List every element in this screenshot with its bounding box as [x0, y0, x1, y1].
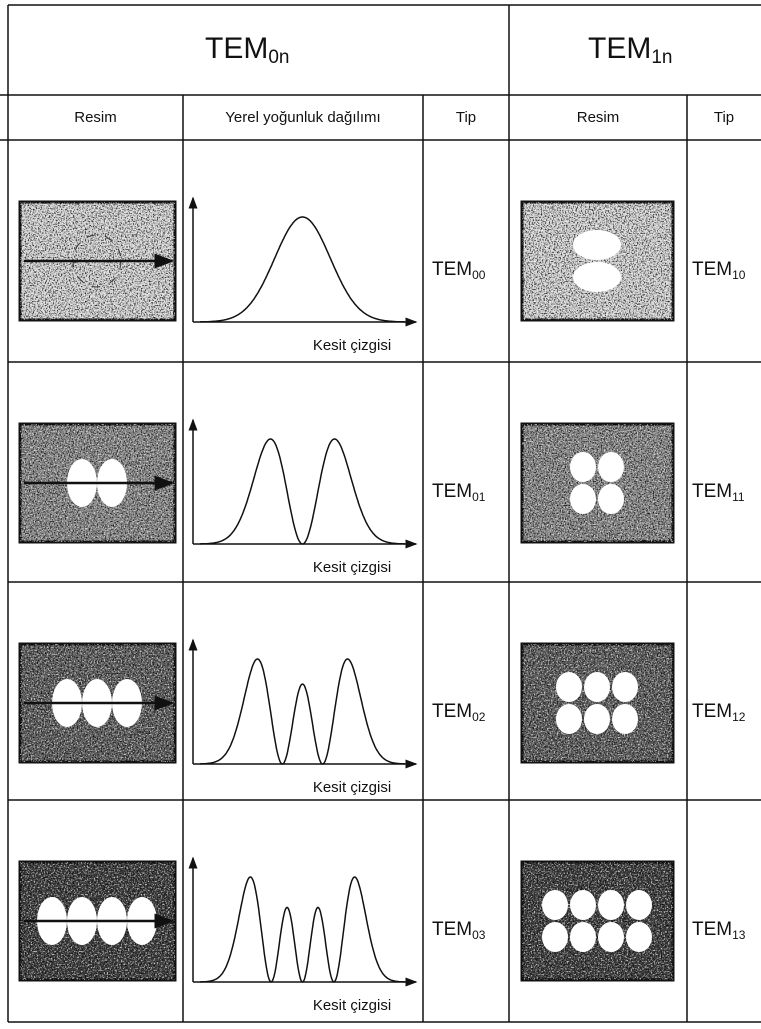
- lobe: [573, 262, 621, 292]
- mode-type-sub: 02: [472, 710, 486, 724]
- lobe: [570, 484, 596, 514]
- mode-type-base: TEM: [432, 701, 472, 722]
- axis-label: Kesit çizgisi: [313, 337, 391, 354]
- mode-type-base: TEM: [692, 259, 732, 280]
- lobe: [570, 452, 596, 482]
- speckle: [522, 644, 673, 762]
- lobe: [584, 704, 610, 734]
- mode-type-base: TEM: [432, 481, 472, 502]
- axis-label: Kesit çizgisi: [313, 779, 391, 796]
- lobe: [570, 922, 596, 952]
- lobe: [573, 230, 621, 260]
- column-header: Yerel yoğunluk dağılımı: [225, 109, 380, 126]
- lobe: [570, 890, 596, 920]
- column-header: Resim: [577, 109, 620, 126]
- intensity-curve: [200, 658, 405, 765]
- lobe: [584, 672, 610, 702]
- column-header: Tip: [456, 109, 476, 126]
- lobe: [598, 452, 624, 482]
- mode-type-sub: 00: [472, 268, 486, 282]
- column-header: Tip: [714, 109, 734, 126]
- group-title-base: TEM: [588, 32, 651, 65]
- mode-type-sub: 10: [732, 268, 746, 282]
- mode-type-sub: 13: [732, 928, 746, 942]
- lobe: [598, 484, 624, 514]
- group-title: TEM1n: [588, 32, 672, 68]
- mode-type: TEM00: [432, 259, 486, 282]
- group-title-sub: 0n: [268, 47, 289, 68]
- mode-type-sub: 01: [472, 490, 486, 504]
- intensity-curve: [200, 876, 405, 983]
- lobe: [598, 922, 624, 952]
- speckle: [522, 424, 673, 542]
- lobe: [626, 890, 652, 920]
- mode-type: TEM02: [432, 701, 486, 724]
- mode-type: TEM13: [692, 919, 746, 942]
- lobe: [598, 890, 624, 920]
- lobe: [556, 704, 582, 734]
- mode-type-sub: 03: [472, 928, 486, 942]
- mode-type: TEM11: [692, 481, 745, 504]
- mode-type-sub: 11: [732, 490, 745, 504]
- mode-type-base: TEM: [692, 481, 732, 502]
- mode-type: TEM10: [692, 259, 746, 282]
- axis-label: Kesit çizgisi: [313, 559, 391, 576]
- lobe: [612, 704, 638, 734]
- lobe: [626, 922, 652, 952]
- axis-label: Kesit çizgisi: [313, 997, 391, 1014]
- column-header: Resim: [74, 109, 117, 126]
- lobe: [542, 922, 568, 952]
- intensity-curve: [200, 438, 405, 545]
- group-title-sub: 1n: [651, 47, 672, 68]
- mode-type: TEM01: [432, 481, 486, 504]
- group-title: TEM0n: [205, 32, 289, 68]
- mode-type: TEM12: [692, 701, 746, 724]
- speckle: [522, 862, 673, 980]
- mode-type-base: TEM: [432, 259, 472, 280]
- mode-type-base: TEM: [692, 701, 732, 722]
- lobe: [556, 672, 582, 702]
- lobe: [542, 890, 568, 920]
- lobe: [612, 672, 638, 702]
- group-title-base: TEM: [205, 32, 268, 65]
- mode-type: TEM03: [432, 919, 486, 942]
- mode-type-base: TEM: [432, 919, 472, 940]
- mode-type-sub: 12: [732, 710, 746, 724]
- speckle: [522, 202, 673, 320]
- mode-type-base: TEM: [692, 919, 732, 940]
- intensity-curve: [200, 216, 405, 323]
